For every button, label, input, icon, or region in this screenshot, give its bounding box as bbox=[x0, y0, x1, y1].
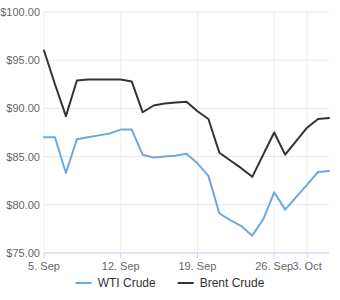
grid-line bbox=[44, 60, 329, 61]
plot-area bbox=[44, 51, 329, 236]
y-tick-label: $75.00 bbox=[6, 247, 40, 259]
grid-line bbox=[307, 12, 308, 253]
legend-label: Brent Crude bbox=[200, 276, 265, 290]
x-tick-label: 26. Sep bbox=[255, 260, 293, 272]
x-tick bbox=[120, 253, 121, 258]
y-tick-label: $80.00 bbox=[6, 199, 40, 211]
legend-swatch bbox=[178, 282, 194, 284]
grid-line bbox=[44, 156, 329, 157]
x-tick bbox=[274, 253, 275, 258]
grid-line bbox=[120, 12, 121, 253]
y-tick-label: $100.00 bbox=[0, 6, 40, 18]
y-tick-label: $90.00 bbox=[6, 102, 40, 114]
x-axis bbox=[44, 253, 329, 254]
grid-line bbox=[44, 253, 329, 254]
x-tick bbox=[307, 253, 308, 258]
legend-swatch bbox=[76, 282, 92, 284]
legend-label: WTI Crude bbox=[98, 276, 156, 290]
x-tick-label: 5. Sep bbox=[28, 260, 60, 272]
x-tick-label: 3. Oct bbox=[292, 260, 321, 272]
grid-line bbox=[44, 12, 45, 253]
grid-line bbox=[44, 108, 329, 109]
grid-line bbox=[44, 204, 329, 205]
x-tick-label: 12. Sep bbox=[102, 260, 140, 272]
series-line bbox=[44, 130, 329, 236]
grid-line bbox=[197, 12, 198, 253]
x-tick bbox=[44, 253, 45, 258]
series-line bbox=[44, 51, 329, 177]
chart: $75.00 $80.00 $85.00 $90.00 $95.00 $100.00 5. … bbox=[0, 0, 340, 300]
legend: WTI Crude Brent Crude bbox=[76, 276, 265, 290]
y-tick-label: $85.00 bbox=[6, 151, 40, 163]
y-tick-label: $95.00 bbox=[6, 54, 40, 66]
grid-line bbox=[44, 12, 329, 13]
x-tick-label: 19. Sep bbox=[179, 260, 217, 272]
x-tick bbox=[197, 253, 198, 258]
